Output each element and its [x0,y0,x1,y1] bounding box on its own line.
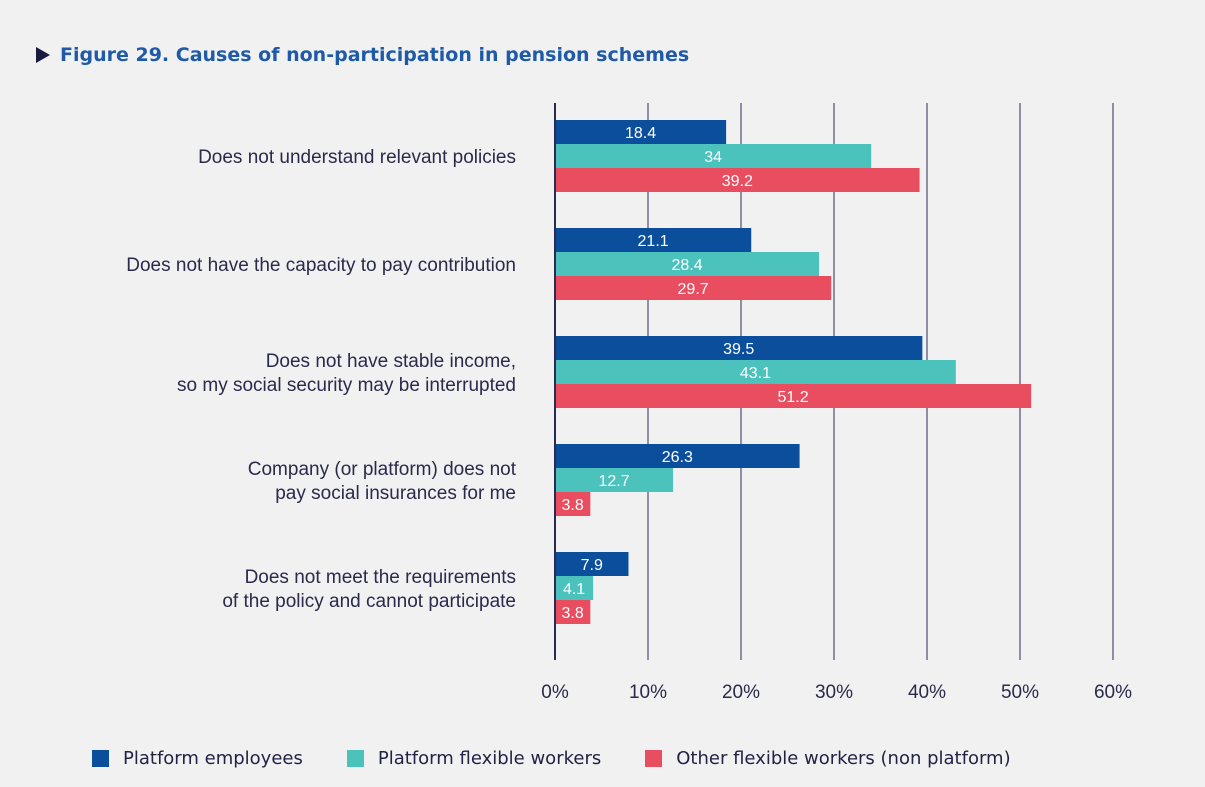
bar-value-label: 3.8 [562,497,584,514]
bar [555,600,591,624]
x-tick-label: 10% [629,682,667,703]
legend-swatch [645,750,663,767]
bar-value-label: 7.9 [581,557,603,574]
x-tick-label: 40% [908,682,946,703]
category-label: Company (or platform) does not [248,459,517,480]
legend-item-platform-flexible-workers: Platform flexible workers [346,748,602,769]
category-label: Does not have stable income, [266,351,516,372]
figure-title: Figure 29. Causes of non-participation i… [36,44,689,66]
legend-label: Other flexible workers (non platform) [676,748,1011,769]
bar [555,468,674,492]
bar-value-label: 29.7 [678,281,709,298]
legend-swatch [92,750,109,767]
bar-value-label: 18.4 [625,125,656,142]
legend: Platform employees Platform flexible wor… [92,748,1055,769]
category-label: pay social insurances for me [275,483,516,504]
bar [555,576,594,600]
x-tick-label: 50% [1001,682,1039,703]
bar [555,444,800,468]
bar-value-label: 39.2 [722,173,753,190]
bar [555,384,1032,408]
bar [555,168,920,192]
legend-label: Platform flexible workers [377,748,602,769]
x-tick-label: 0% [541,682,569,703]
bar-value-label: 43.1 [740,365,771,382]
bar [555,252,820,276]
bar [555,360,956,384]
bar [555,228,752,252]
triangle-marker-icon [36,47,50,63]
bar-value-label: 3.8 [562,605,584,622]
bar [555,492,591,516]
bar-value-label: 34 [704,149,722,166]
legend-item-other-flexible-workers: Other flexible workers (non platform) [645,748,1011,769]
bar [555,336,923,360]
title-text: Figure 29. Causes of non-participation i… [60,44,690,66]
bar-value-label: 12.7 [598,473,629,490]
bar-value-label: 39.5 [723,341,754,358]
bar-value-label: 28.4 [671,257,702,274]
bar [555,120,727,144]
x-tick-label: 30% [815,682,853,703]
legend-swatch [346,750,364,767]
x-tick-label: 20% [722,682,760,703]
legend-item-platform-employees: Platform employees [92,748,303,769]
bar-value-label: 21.1 [638,233,669,250]
category-label: Does not understand relevant policies [198,147,516,168]
category-label: Does not have the capacity to pay contri… [126,255,516,276]
category-label: so my social security may be interrupted [177,375,516,396]
category-label: of the policy and cannot participate [222,591,516,612]
bar [555,552,629,576]
category-label: Does not meet the requirements [245,567,516,588]
legend-label: Platform employees [123,748,303,769]
bar [555,144,872,168]
bar-value-label: 26.3 [662,449,693,466]
bar-value-label: 4.1 [563,581,585,598]
bar [555,276,832,300]
bar-value-label: 51.2 [778,389,809,406]
x-tick-label: 60% [1094,682,1132,703]
